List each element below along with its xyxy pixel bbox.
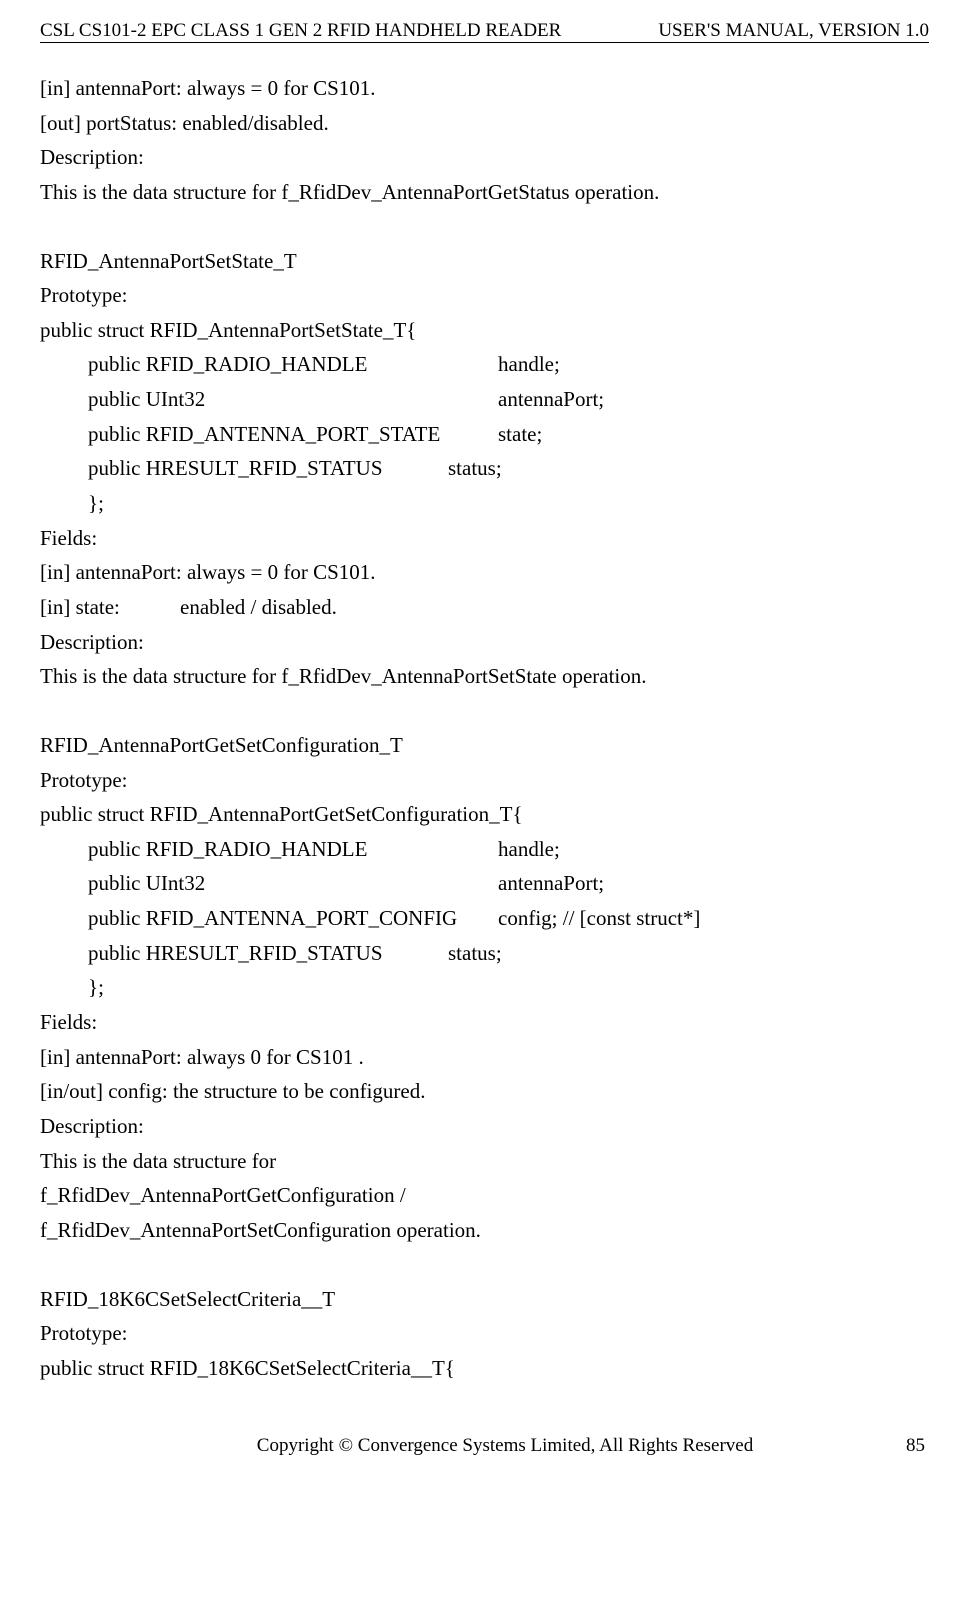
s1-line4: This is the data structure for f_RfidDev… [40, 175, 929, 210]
s3-field-1: public UInt32 antennaPort; [40, 866, 929, 901]
s2-field-0-type: public RFID_RADIO_HANDLE [88, 347, 498, 382]
s4-proto-label: Prototype: [40, 1316, 929, 1351]
s3-field-0-type: public RFID_RADIO_HANDLE [88, 832, 498, 867]
footer-text: Copyright © Convergence Systems Limited,… [44, 1435, 906, 1457]
s2-field-0: public RFID_RADIO_HANDLE handle; [40, 347, 929, 382]
s1-line2: [out] portStatus: enabled/disabled. [40, 106, 929, 141]
s3-desc1: This is the data structure for [40, 1144, 929, 1179]
s2-status-field: public HRESULT_RFID_STATUS status; [40, 451, 929, 486]
s2-fields-label: Fields: [40, 521, 929, 556]
s2-f1: [in] antennaPort: always = 0 for CS101. [40, 555, 929, 590]
s1-line1: [in] antennaPort: always = 0 for CS101. [40, 71, 929, 106]
s3-f2: [in/out] config: the structure to be con… [40, 1074, 929, 1109]
header-right: USER'S MANUAL, VERSION 1.0 [658, 20, 929, 42]
header-left: CSL CS101-2 EPC CLASS 1 GEN 2 RFID HANDH… [40, 20, 561, 42]
s2-field-2: public RFID_ANTENNA_PORT_STATE state; [40, 417, 929, 452]
s4-struct-open: public struct RFID_18K6CSetSelectCriteri… [40, 1351, 929, 1386]
s2-desc: This is the data structure for f_RfidDev… [40, 659, 929, 694]
s2-struct-open: public struct RFID_AntennaPortSetState_T… [40, 313, 929, 348]
s2-f2-left: [in] state: [40, 590, 180, 625]
body-content: [in] antennaPort: always = 0 for CS101. … [40, 71, 929, 1385]
s2-close: }; [40, 486, 929, 521]
s3-field-2: public RFID_ANTENNA_PORT_CONFIG config; … [40, 901, 929, 936]
page-header: CSL CS101-2 EPC CLASS 1 GEN 2 RFID HANDH… [40, 20, 929, 42]
s3-field-1-name: antennaPort; [498, 866, 604, 901]
s2-f2-right: enabled / disabled. [180, 590, 337, 625]
s3-field-2-type: public RFID_ANTENNA_PORT_CONFIG [88, 901, 498, 936]
header-underline [40, 42, 929, 43]
s2-proto-label: Prototype: [40, 278, 929, 313]
s1-line3: Description: [40, 140, 929, 175]
s2-status-type: public HRESULT_RFID_STATUS [88, 451, 448, 486]
s3-desc-label: Description: [40, 1109, 929, 1144]
s3-desc2: f_RfidDev_AntennaPortGetConfiguration / [40, 1178, 929, 1213]
s3-proto-label: Prototype: [40, 763, 929, 798]
s3-field-1-type: public UInt32 [88, 866, 498, 901]
s3-status-name: status; [448, 936, 502, 971]
s3-status-type: public HRESULT_RFID_STATUS [88, 936, 448, 971]
s2-field-1: public UInt32 antennaPort; [40, 382, 929, 417]
s3-title: RFID_AntennaPortGetSetConfiguration_T [40, 728, 929, 763]
s2-field-2-name: state; [498, 417, 542, 452]
page-footer: Copyright © Convergence Systems Limited,… [40, 1435, 929, 1457]
s2-field-2-type: public RFID_ANTENNA_PORT_STATE [88, 417, 498, 452]
s3-f1: [in] antennaPort: always 0 for CS101 . [40, 1040, 929, 1075]
s3-fields-label: Fields: [40, 1005, 929, 1040]
s3-field-0-name: handle; [498, 832, 560, 867]
s4-title: RFID_18K6CSetSelectCriteria__T [40, 1282, 929, 1317]
s2-field-1-name: antennaPort; [498, 382, 604, 417]
s3-struct-open: public struct RFID_AntennaPortGetSetConf… [40, 797, 929, 832]
s3-desc3: f_RfidDev_AntennaPortSetConfiguration op… [40, 1213, 929, 1248]
footer-page-number: 85 [906, 1435, 925, 1457]
s2-field-1-type: public UInt32 [88, 382, 498, 417]
s3-status-field: public HRESULT_RFID_STATUS status; [40, 936, 929, 971]
s2-status-name: status; [448, 451, 502, 486]
s3-close: }; [40, 970, 929, 1005]
s2-field-0-name: handle; [498, 347, 560, 382]
s3-field-0: public RFID_RADIO_HANDLE handle; [40, 832, 929, 867]
s3-field-2-name: config; // [const struct*] [498, 901, 700, 936]
s2-f2: [in] state: enabled / disabled. [40, 590, 929, 625]
s2-title: RFID_AntennaPortSetState_T [40, 244, 929, 279]
s2-desc-label: Description: [40, 625, 929, 660]
